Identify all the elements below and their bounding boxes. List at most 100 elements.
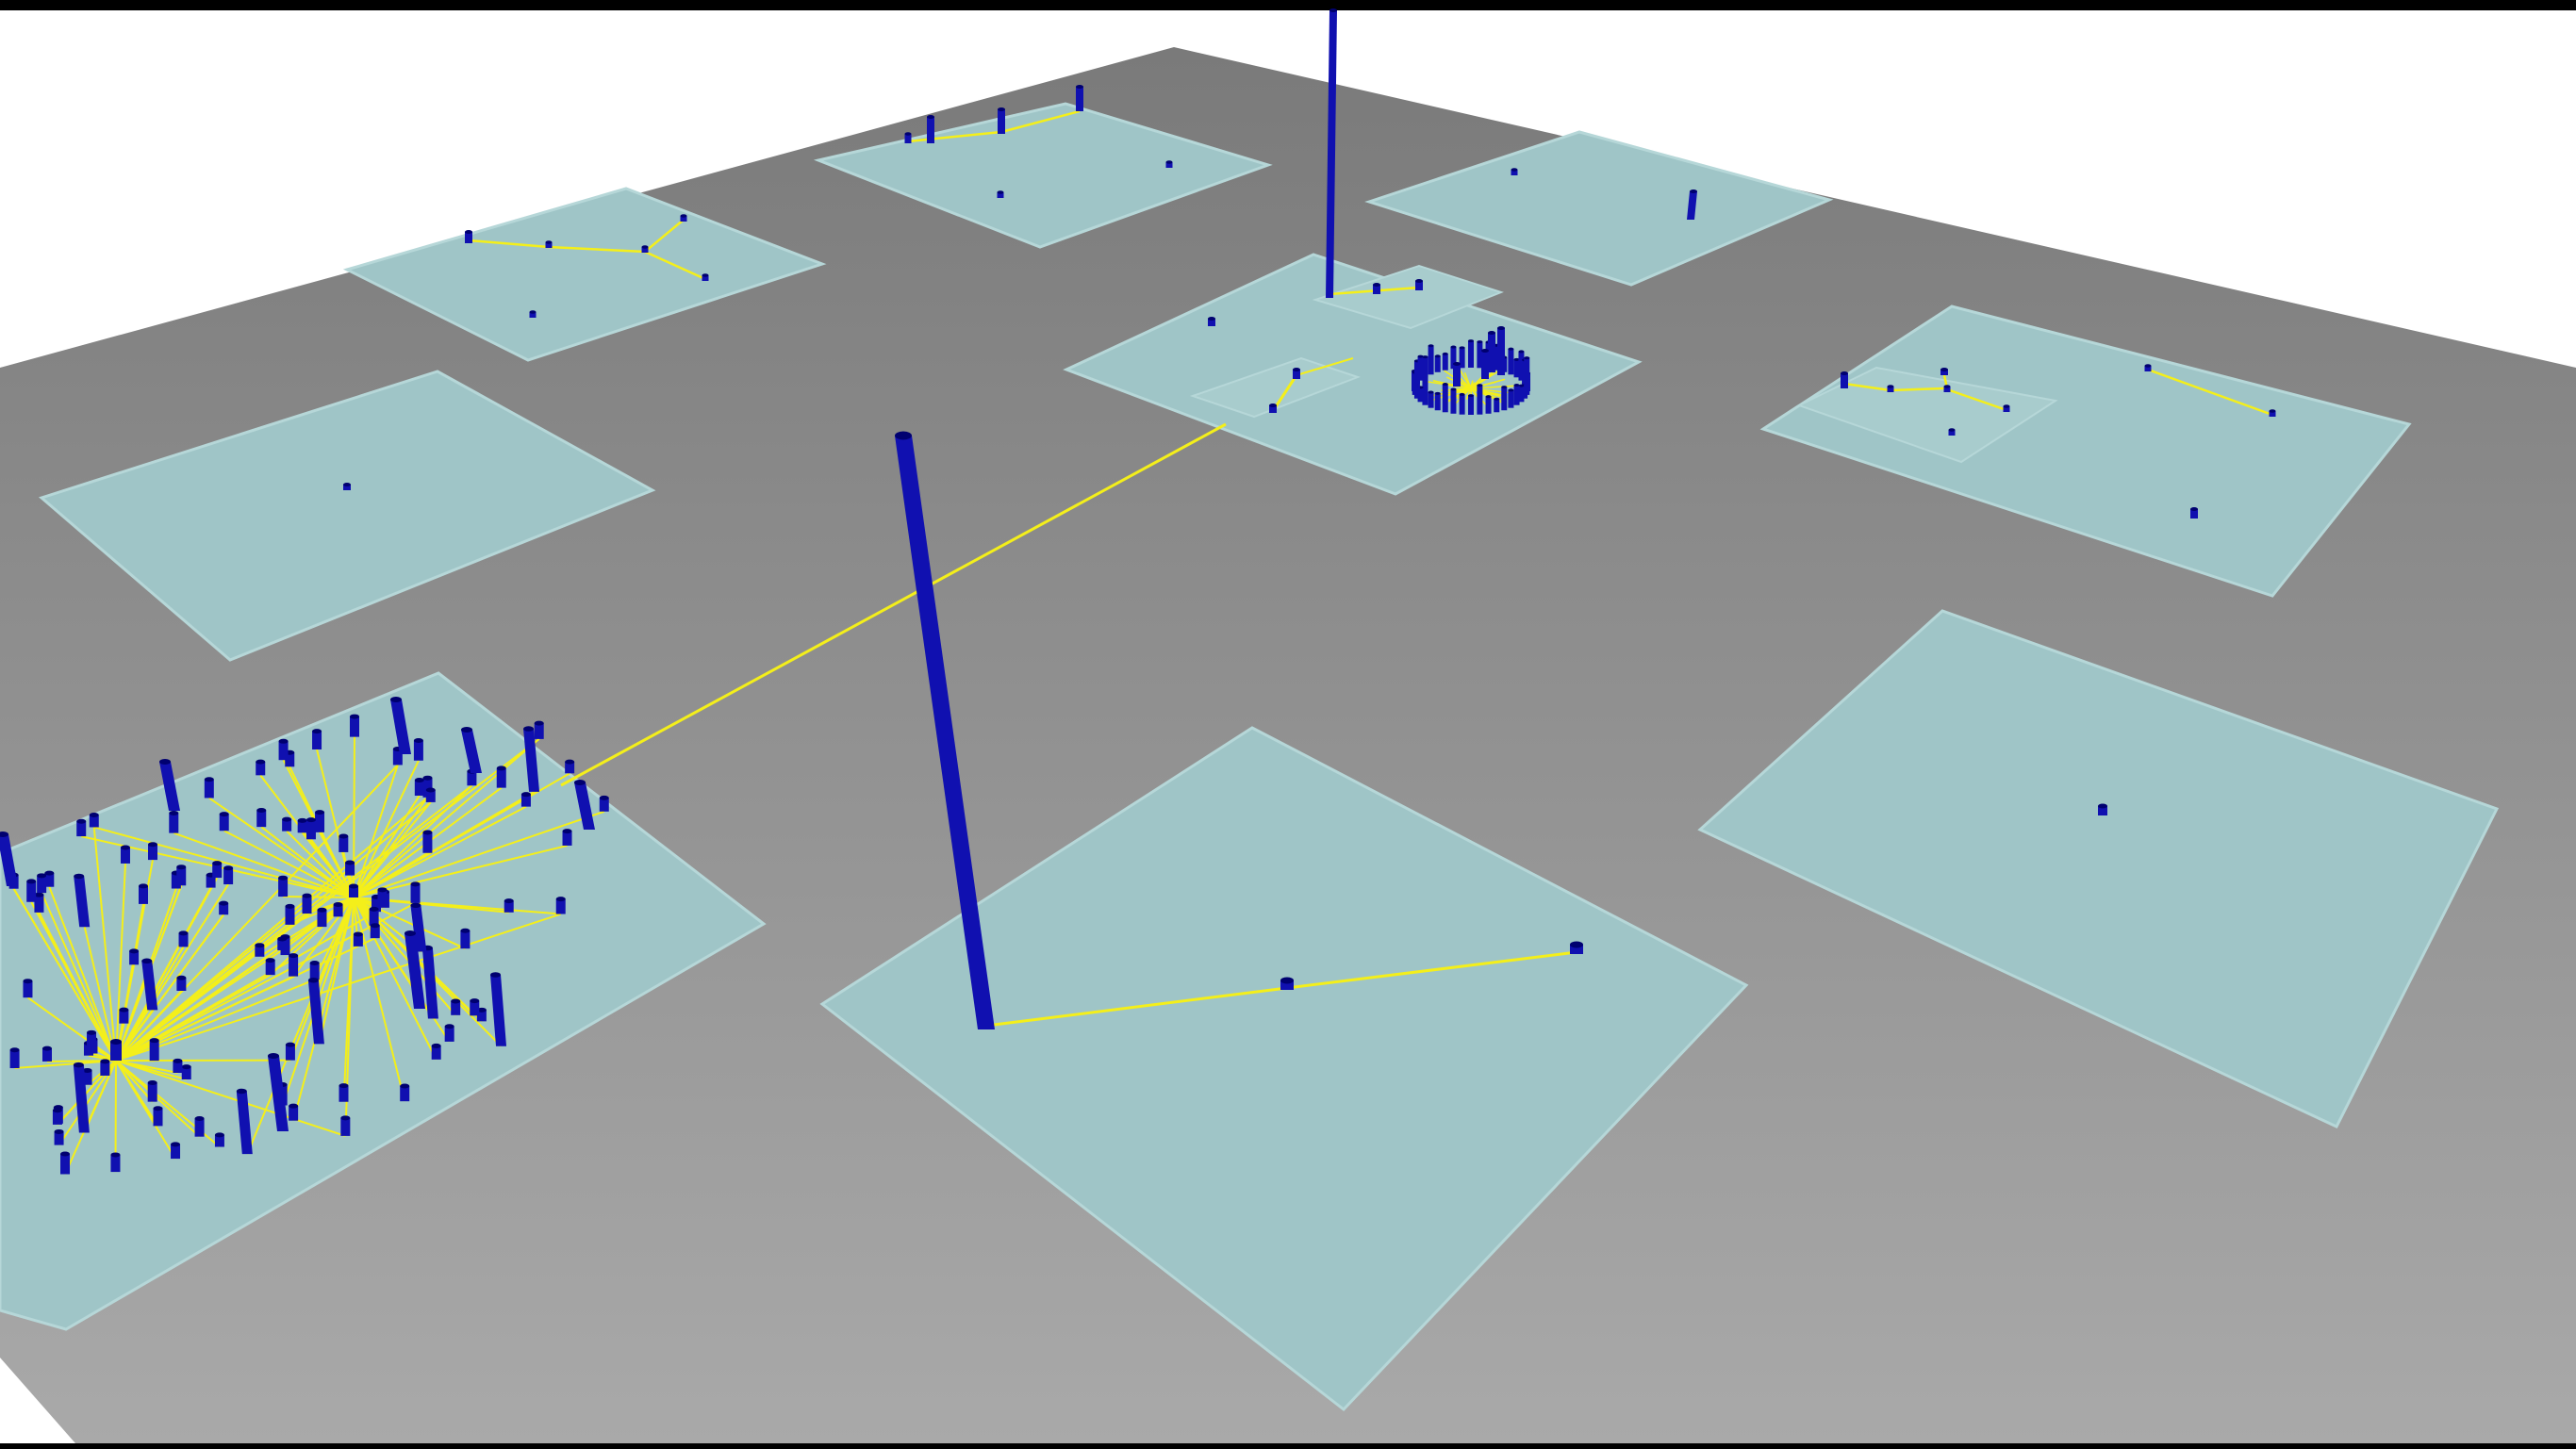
building[interactable] (599, 795, 609, 812)
building[interactable] (1442, 383, 1448, 413)
building[interactable] (317, 907, 327, 928)
building[interactable] (285, 903, 295, 925)
building[interactable] (1501, 386, 1508, 411)
building[interactable] (574, 780, 595, 830)
building[interactable] (73, 1062, 90, 1133)
building[interactable] (256, 807, 267, 828)
district-plane[interactable] (1697, 609, 2500, 1128)
building[interactable] (1422, 355, 1428, 378)
building[interactable] (2003, 404, 2010, 412)
building[interactable] (339, 1083, 349, 1102)
building[interactable] (119, 1007, 129, 1024)
building[interactable] (60, 1151, 71, 1175)
building[interactable] (414, 778, 424, 796)
building[interactable] (141, 958, 158, 1011)
building[interactable] (282, 816, 292, 832)
building[interactable] (52, 1108, 62, 1125)
building[interactable] (1887, 385, 1894, 392)
building[interactable] (1948, 428, 1956, 436)
building[interactable] (343, 483, 351, 490)
building[interactable] (460, 928, 471, 949)
building[interactable] (26, 879, 37, 902)
building[interactable] (345, 860, 355, 876)
building[interactable] (339, 833, 349, 852)
building[interactable] (1513, 357, 1520, 378)
building[interactable] (44, 870, 55, 887)
district-plane[interactable] (1312, 264, 1504, 330)
building[interactable] (178, 930, 189, 947)
building[interactable] (110, 1039, 122, 1061)
building[interactable] (147, 1079, 157, 1102)
building[interactable] (562, 829, 572, 846)
building[interactable] (1513, 384, 1520, 405)
building[interactable] (702, 273, 709, 281)
building[interactable] (534, 720, 544, 739)
building[interactable] (1373, 283, 1380, 294)
building[interactable] (1841, 371, 1848, 388)
building[interactable] (641, 245, 649, 253)
building[interactable] (176, 975, 187, 991)
building[interactable] (256, 759, 266, 776)
building[interactable] (1468, 394, 1474, 415)
building[interactable] (349, 883, 358, 898)
building[interactable] (1280, 977, 1294, 991)
building[interactable] (349, 714, 359, 737)
building[interactable] (1453, 362, 1461, 387)
building[interactable] (54, 1128, 64, 1145)
building[interactable] (87, 1029, 97, 1047)
building[interactable] (1076, 85, 1083, 111)
building[interactable] (1518, 384, 1525, 403)
building[interactable] (204, 777, 214, 799)
district-plane[interactable] (1796, 366, 2058, 464)
building[interactable] (998, 107, 1005, 134)
building[interactable] (370, 923, 380, 939)
building[interactable] (895, 431, 995, 1030)
building[interactable] (297, 817, 307, 833)
building[interactable] (214, 1132, 224, 1147)
building[interactable] (277, 936, 288, 950)
building[interactable] (410, 881, 421, 903)
building[interactable] (1687, 189, 1697, 220)
building[interactable] (529, 310, 537, 318)
building[interactable] (465, 230, 472, 243)
district-plane[interactable] (342, 187, 827, 362)
building[interactable] (451, 998, 461, 1015)
building[interactable] (1434, 391, 1441, 411)
building[interactable] (100, 1059, 110, 1076)
building[interactable] (2144, 364, 2152, 371)
building[interactable] (1511, 168, 1518, 175)
building[interactable] (1940, 368, 1948, 375)
building[interactable] (1434, 354, 1441, 372)
building[interactable] (309, 961, 320, 980)
building[interactable] (37, 873, 47, 894)
building[interactable] (305, 817, 316, 840)
building[interactable] (1442, 352, 1448, 370)
building[interactable] (410, 902, 427, 952)
building[interactable] (139, 883, 149, 904)
building[interactable] (173, 1058, 183, 1073)
building[interactable] (1428, 344, 1434, 375)
building[interactable] (176, 864, 187, 886)
building[interactable] (219, 812, 229, 832)
building[interactable] (1269, 403, 1277, 413)
building[interactable] (1208, 317, 1215, 326)
building[interactable] (278, 875, 289, 897)
building[interactable] (212, 861, 223, 879)
building[interactable] (520, 792, 531, 807)
building[interactable] (307, 977, 324, 1045)
building[interactable] (169, 810, 179, 833)
district-plane[interactable] (1189, 356, 1361, 419)
building[interactable] (997, 190, 1004, 198)
building[interactable] (312, 729, 322, 749)
building[interactable] (470, 998, 480, 1016)
building[interactable] (1485, 395, 1492, 414)
district-plane[interactable] (0, 671, 767, 1331)
district-plane[interactable] (1063, 253, 1643, 496)
building[interactable] (504, 898, 514, 913)
building[interactable] (425, 787, 436, 802)
building[interactable] (490, 972, 507, 1046)
building[interactable] (120, 845, 130, 864)
building[interactable] (413, 738, 423, 761)
